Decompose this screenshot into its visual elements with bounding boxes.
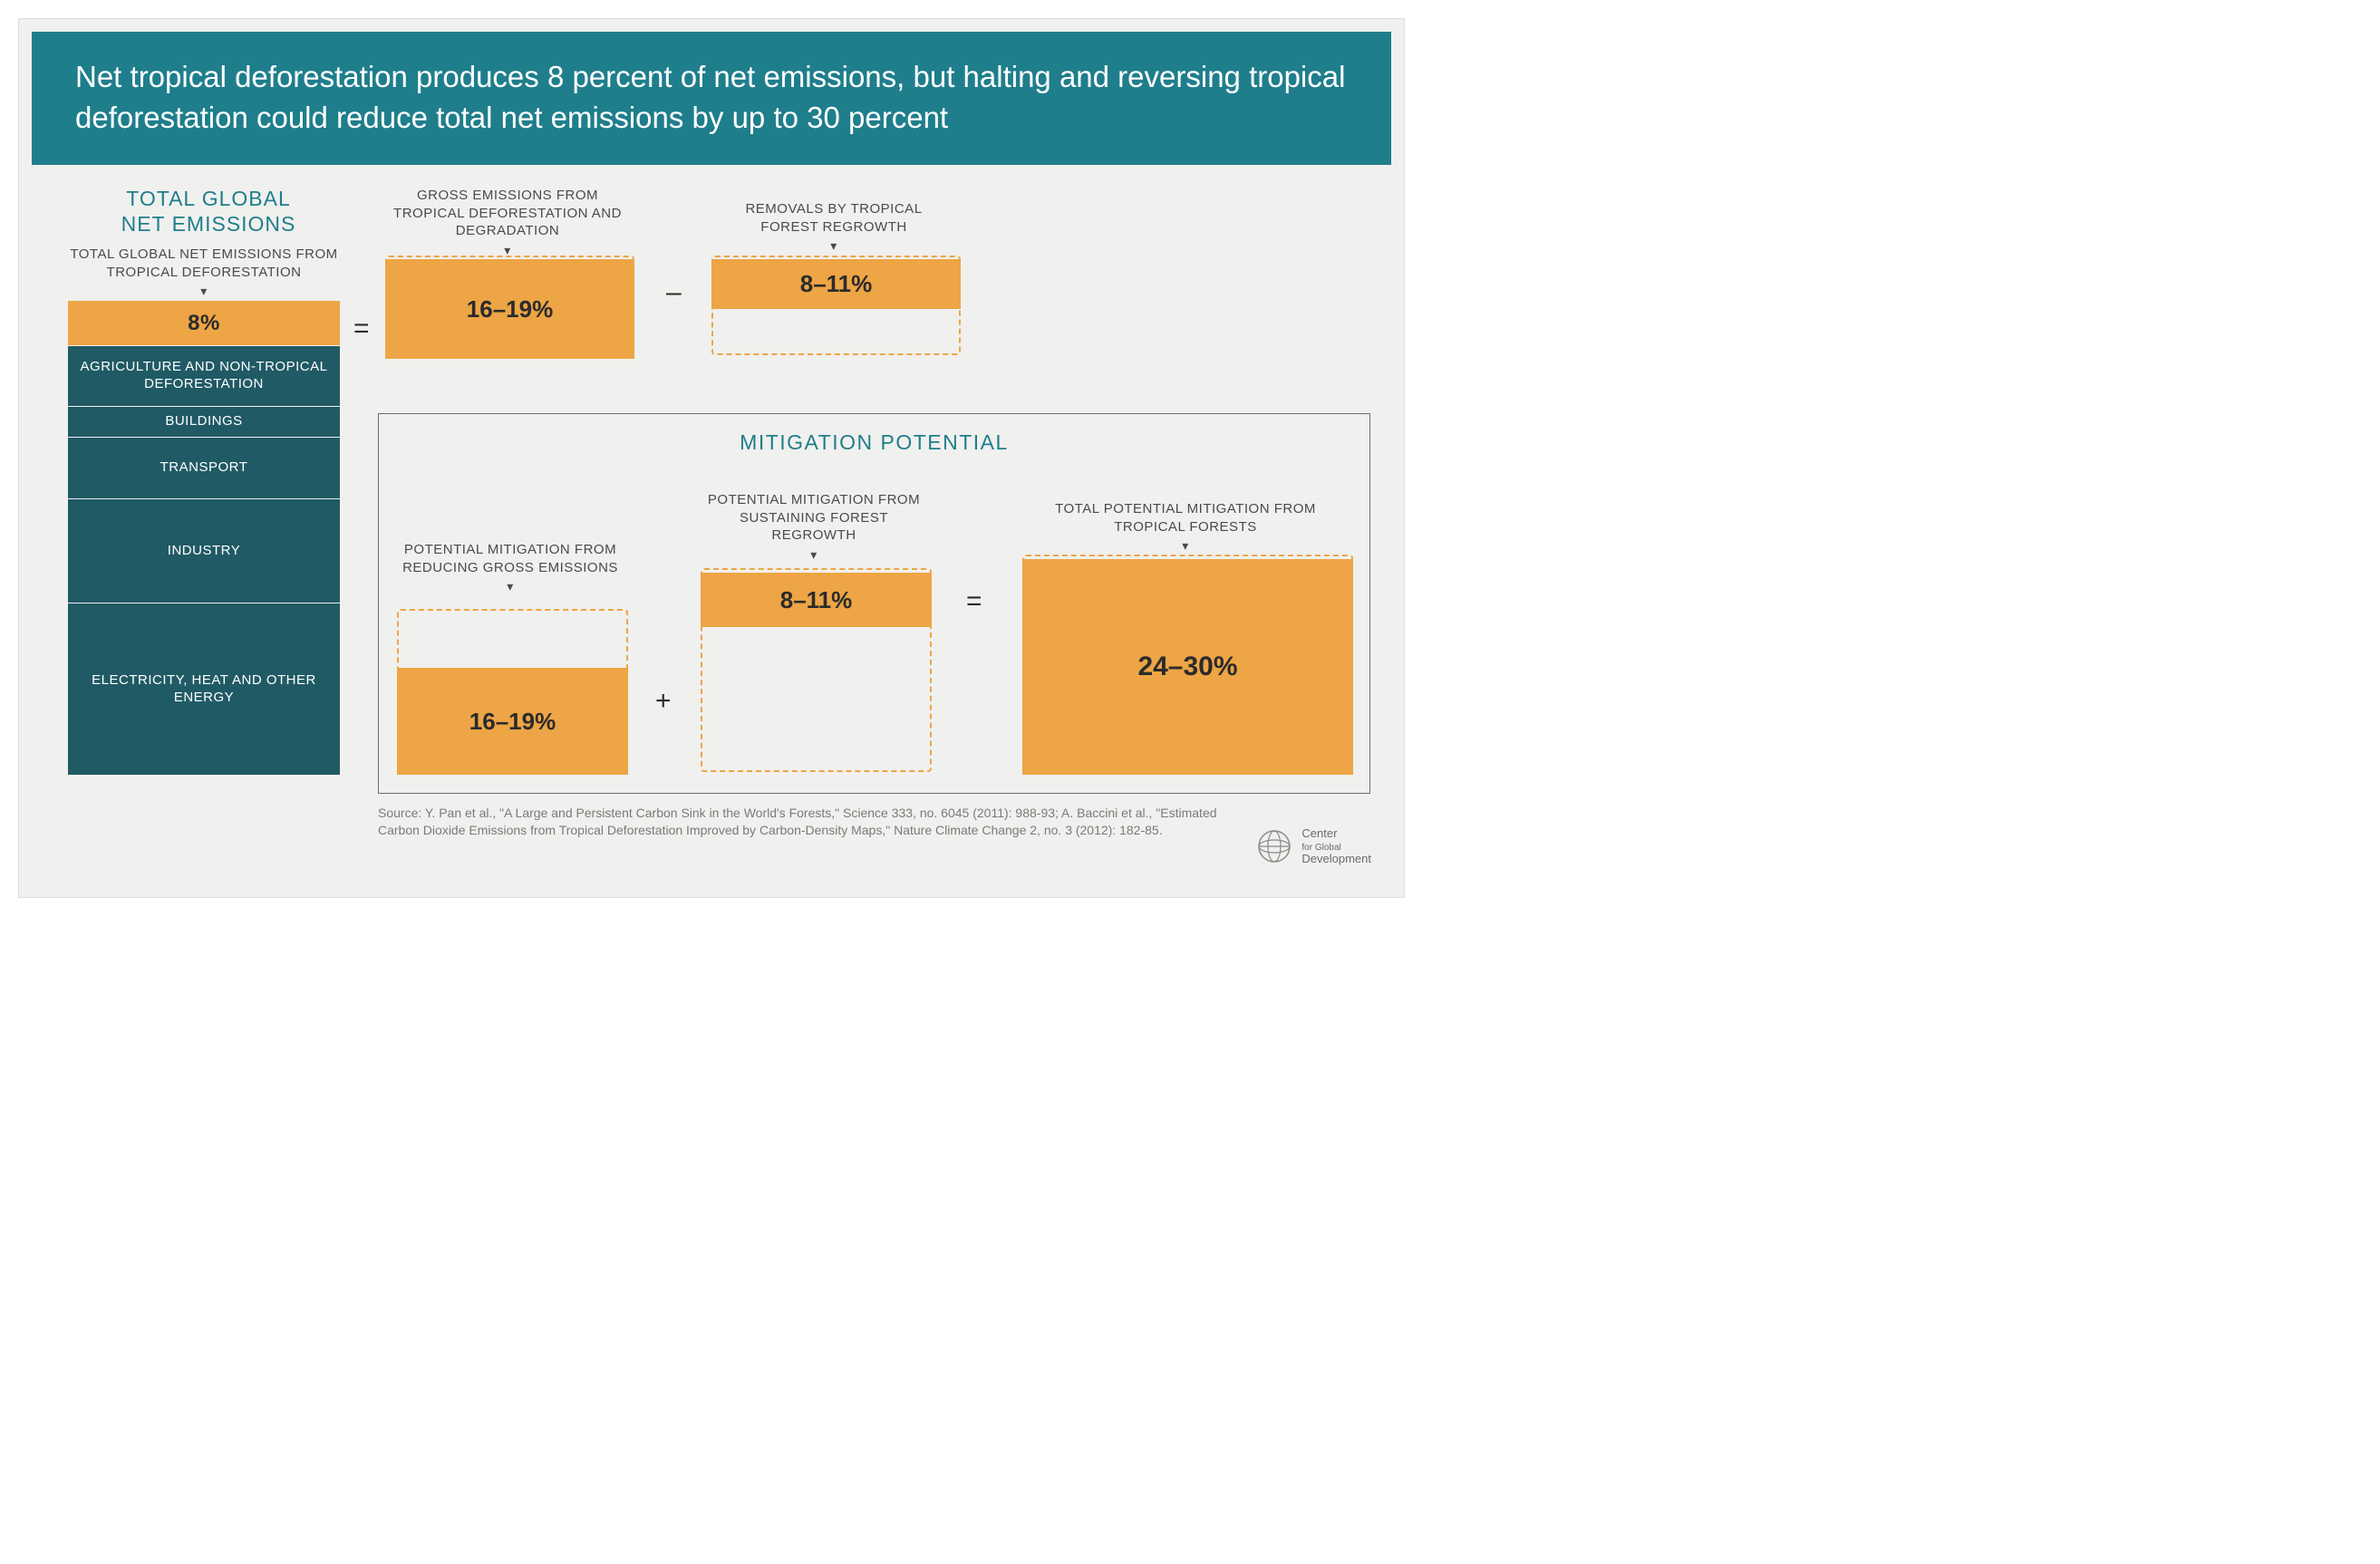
mitigation-total-value: 24–30% [1137,652,1237,682]
removals-value: 8–11% [800,270,873,298]
logo-line3: Development [1301,852,1371,865]
stack-subtitle-text: TOTAL GLOBAL NET EMISSIONS FROM TROPICAL… [70,246,337,280]
publisher-logo-text: Center for Global Development [1301,827,1371,865]
body-area: TOTAL GLOBAL NET EMISSIONS TOTAL GLOBAL … [32,178,1391,884]
down-arrow-icon: ▾ [59,283,349,299]
gross-emissions-box: 16–19% [385,259,634,359]
stack-subtitle: TOTAL GLOBAL NET EMISSIONS FROM TROPICAL… [59,246,349,299]
stack-segment-2: BUILDINGS [68,406,340,437]
minus-operator: – [666,277,682,308]
mitigation-reduce-box: 16–19% [397,668,628,775]
mitigation-box: MITIGATION POTENTIAL POTENTIAL MITIGATIO… [378,413,1370,794]
stack-segment-5: ELECTRICITY, HEAT AND OTHER ENERGY [68,603,340,775]
stack-segment-1: AGRICULTURE AND NON-TROPICAL DEFORESTATI… [68,345,340,406]
logo-line2: for Global [1301,843,1340,853]
mitigation-reduce-value: 16–19% [469,708,556,736]
globe-icon [1254,826,1294,866]
removals-label-text: REMOVALS BY TROPICAL FOREST REGROWTH [745,201,922,235]
infographic-figure: Net tropical deforestation produces 8 pe… [18,18,1405,898]
removals-box: 8–11% [711,259,961,309]
source-citation: Source: Y. Pan et al., "A Large and Pers… [378,805,1257,839]
down-arrow-icon: ▾ [397,578,624,594]
plus-operator: + [655,686,672,717]
mitigation-sustain-label-text: POTENTIAL MITIGATION FROM SUSTAINING FOR… [708,492,920,543]
stack-title-line1: TOTAL GLOBAL [126,187,291,210]
publisher-logo: Center for Global Development [1254,826,1371,866]
down-arrow-icon: ▾ [716,237,952,254]
emissions-stack: 8%AGRICULTURE AND NON-TROPICAL DEFORESTA… [68,300,340,775]
logo-line1: Center [1301,826,1337,840]
mitigation-reduce-label: POTENTIAL MITIGATION FROM REDUCING GROSS… [397,541,624,594]
stack-title-line2: NET EMISSIONS [121,212,296,236]
removals-label: REMOVALS BY TROPICAL FOREST REGROWTH ▾ [716,200,952,254]
mitigation-total-label-text: TOTAL POTENTIAL MITIGATION FROM TROPICAL… [1055,501,1316,535]
gross-emissions-label-text: GROSS EMISSIONS FROM TROPICAL DEFORESTAT… [393,188,622,238]
mitigation-total-label: TOTAL POTENTIAL MITIGATION FROM TROPICAL… [1027,500,1344,554]
mitigation-sustain-value: 8–11% [780,586,853,614]
header-bar: Net tropical deforestation produces 8 pe… [32,32,1391,165]
mitigation-total-box: 24–30% [1022,559,1353,775]
header-text: Net tropical deforestation produces 8 pe… [75,60,1345,134]
down-arrow-icon: ▾ [701,546,927,563]
equals-operator-mitigation: = [966,586,982,617]
stack-title: TOTAL GLOBAL NET EMISSIONS [73,187,344,237]
mitigation-sustain-box: 8–11% [701,573,932,627]
mitigation-sustain-label: POTENTIAL MITIGATION FROM SUSTAINING FOR… [701,491,927,563]
down-arrow-icon: ▾ [1027,537,1344,554]
gross-emissions-value: 16–19% [467,295,553,323]
stack-segment-3: TRANSPORT [68,437,340,498]
mitigation-title: MITIGATION POTENTIAL [379,430,1369,455]
equals-operator: = [353,314,370,344]
stack-segment-0: 8% [68,300,340,345]
stack-segment-4: INDUSTRY [68,498,340,603]
gross-emissions-label: GROSS EMISSIONS FROM TROPICAL DEFORESTAT… [390,187,625,258]
mitigation-reduce-label-text: POTENTIAL MITIGATION FROM REDUCING GROSS… [402,542,618,575]
